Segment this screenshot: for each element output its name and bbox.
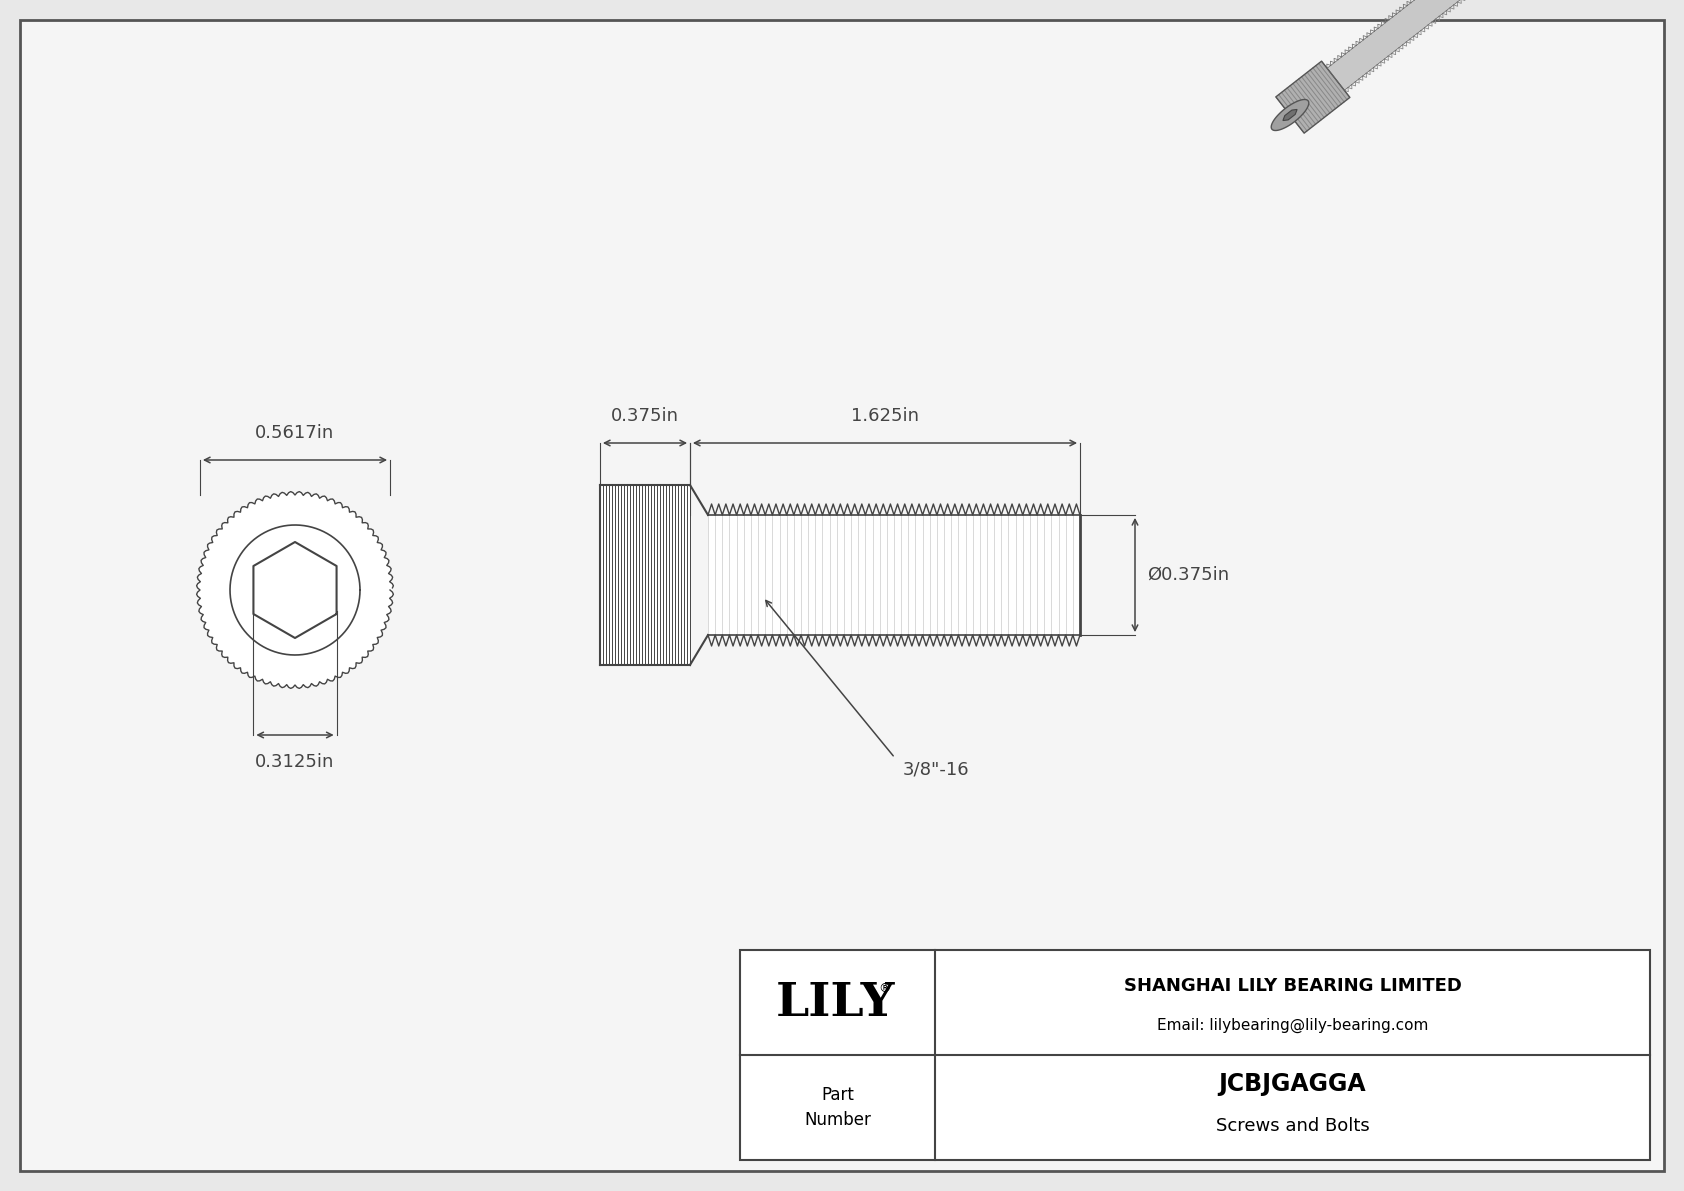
Text: JCBJGAGGA: JCBJGAGGA: [1219, 1072, 1366, 1097]
Text: 0.3125in: 0.3125in: [256, 753, 335, 771]
Polygon shape: [1271, 100, 1308, 131]
Text: 3/8"-16: 3/8"-16: [903, 761, 970, 779]
Polygon shape: [1327, 0, 1490, 91]
Text: Ø0.375in: Ø0.375in: [1147, 566, 1229, 584]
Text: Screws and Bolts: Screws and Bolts: [1216, 1117, 1369, 1135]
Polygon shape: [1276, 61, 1351, 133]
Text: 0.375in: 0.375in: [611, 407, 679, 425]
Text: 0.5617in: 0.5617in: [256, 424, 335, 442]
Polygon shape: [1283, 110, 1297, 120]
Bar: [600, 485, 690, 665]
Bar: [739, 950, 1650, 1160]
Text: Part
Number: Part Number: [803, 1086, 871, 1129]
Text: LILY: LILY: [776, 979, 896, 1025]
Text: 1.625in: 1.625in: [850, 407, 919, 425]
Text: SHANGHAI LILY BEARING LIMITED: SHANGHAI LILY BEARING LIMITED: [1123, 977, 1462, 994]
Text: Email: lilybearing@lily-bearing.com: Email: lilybearing@lily-bearing.com: [1157, 1018, 1428, 1034]
Text: ®: ®: [879, 983, 891, 994]
Polygon shape: [197, 492, 394, 688]
Bar: [707, 515, 1079, 635]
